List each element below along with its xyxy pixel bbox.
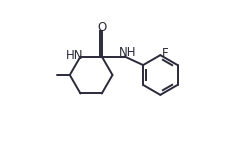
Text: O: O [97,21,106,34]
Text: F: F [162,47,168,60]
Text: NH: NH [118,46,136,59]
Text: HN: HN [66,49,84,62]
